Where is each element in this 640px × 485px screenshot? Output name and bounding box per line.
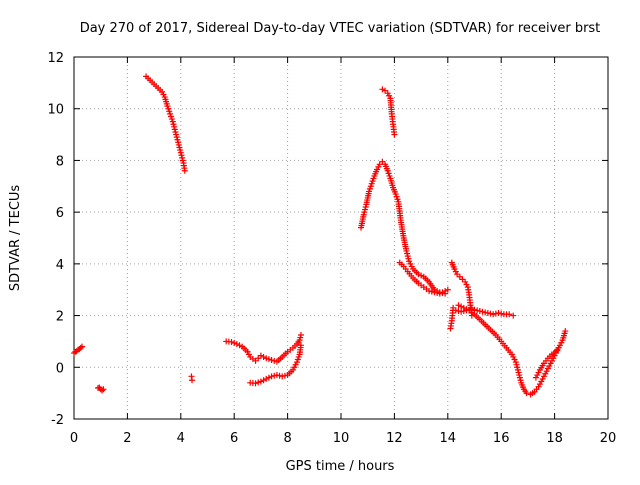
axis-ticks <box>73 56 609 420</box>
data-point <box>181 167 188 174</box>
y-tick-label: 8 <box>56 154 64 169</box>
data-point <box>492 310 499 317</box>
data-point <box>458 303 465 310</box>
data-point <box>391 131 398 138</box>
data-point <box>281 372 288 379</box>
grid <box>74 57 608 419</box>
y-tick-label: 0 <box>56 361 64 376</box>
data-point <box>271 372 278 379</box>
data-point <box>297 342 304 349</box>
y-tick-label: 2 <box>56 310 64 325</box>
data-point <box>257 378 264 385</box>
data-point <box>279 373 286 380</box>
x-tick-label: 18 <box>546 431 563 446</box>
data-point <box>458 308 465 315</box>
data-point <box>442 288 449 295</box>
data-point <box>99 387 106 394</box>
x-tick-label: 16 <box>493 431 510 446</box>
x-tick-label: 2 <box>123 431 131 446</box>
data-point <box>487 310 494 317</box>
data-point <box>562 328 569 335</box>
x-tick-label: 12 <box>386 431 403 446</box>
y-tick-labels: -2 0 2 4 6 8 10 12 <box>47 51 64 428</box>
x-tick-label: 10 <box>333 431 350 446</box>
data-point <box>231 339 238 346</box>
data-point <box>431 289 438 296</box>
data-point <box>236 342 243 349</box>
x-tick-label: 6 <box>230 431 238 446</box>
data-point <box>265 356 272 363</box>
data-point <box>439 289 446 296</box>
data-point <box>434 289 441 296</box>
data-point <box>460 304 467 311</box>
data-marks <box>71 73 569 398</box>
x-tick-label: 20 <box>600 431 617 446</box>
x-tick-labels: 0 2 4 6 8 10 12 14 16 18 20 <box>70 431 616 446</box>
x-tick-label: 14 <box>440 431 457 446</box>
data-point <box>510 312 517 319</box>
data-point <box>77 344 84 351</box>
data-point <box>523 390 530 397</box>
y-axis-label: SDTVAR / TECUs <box>8 185 23 292</box>
data-point <box>436 290 443 297</box>
data-point <box>379 86 386 93</box>
y-tick-label: 10 <box>47 103 64 118</box>
data-point <box>100 386 107 393</box>
data-point <box>271 357 278 364</box>
data-point <box>506 311 513 318</box>
y-tick-label: 4 <box>56 258 64 273</box>
x-axis-label: GPS time / hours <box>286 459 395 474</box>
y-tick-label: 6 <box>56 206 64 221</box>
chart-title: Day 270 of 2017, Sidereal Day-to-day VTE… <box>80 21 601 36</box>
data-point <box>415 271 422 278</box>
data-point <box>260 353 267 360</box>
data-point <box>498 310 505 317</box>
data-point <box>297 331 304 338</box>
data-point <box>79 343 86 350</box>
data-point <box>555 344 562 351</box>
data-point <box>263 355 270 362</box>
data-point <box>228 338 235 345</box>
data-point <box>252 380 259 387</box>
data-point <box>418 272 425 279</box>
x-tick-label: 4 <box>177 431 185 446</box>
data-point <box>495 309 502 316</box>
data-point <box>268 357 275 364</box>
x-tick-label: 0 <box>70 431 78 446</box>
data-point <box>452 307 459 314</box>
data-point <box>273 372 280 379</box>
data-point <box>455 308 462 315</box>
data-point <box>484 309 491 316</box>
data-point <box>265 374 272 381</box>
data-point <box>189 377 196 384</box>
data-point <box>490 311 497 318</box>
x-tick-label: 8 <box>283 431 291 446</box>
data-point <box>482 309 489 316</box>
data-point <box>255 379 262 386</box>
data-point <box>263 375 270 382</box>
y-tick-label: -2 <box>51 413 64 428</box>
data-point <box>426 288 433 295</box>
data-point <box>276 372 283 379</box>
data-point <box>428 288 435 295</box>
data-point <box>476 308 483 315</box>
data-point <box>444 286 451 293</box>
data-point <box>260 377 267 384</box>
data-point <box>455 302 462 309</box>
data-point <box>463 306 470 313</box>
y-tick-label: 12 <box>47 51 64 66</box>
data-point <box>474 307 481 314</box>
data-point <box>257 352 264 359</box>
data-point <box>268 373 275 380</box>
data-point <box>233 341 240 348</box>
data-point <box>479 308 486 315</box>
